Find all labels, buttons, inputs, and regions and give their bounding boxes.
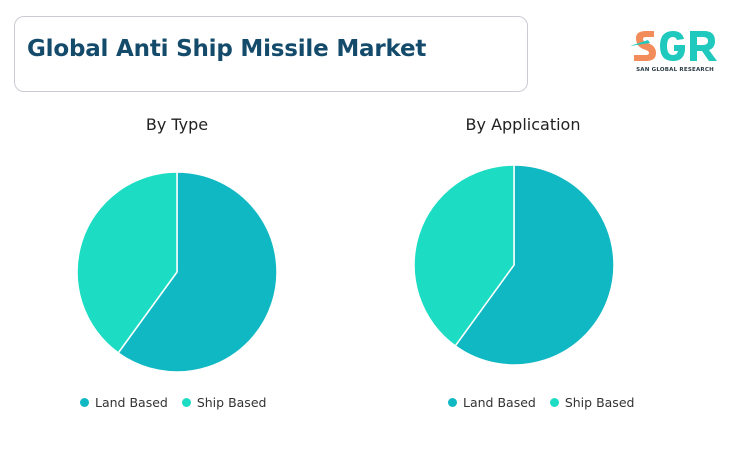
legend-item-ship-based: Ship Based (549, 395, 635, 410)
legend-label-land-based: Land Based (463, 395, 536, 410)
legend-label-ship-based: Ship Based (564, 395, 635, 410)
legend-swatch-land-based (80, 398, 89, 407)
legend-item-land-based: Land Based (448, 395, 536, 410)
logo-letter-g-shape (660, 31, 685, 61)
logo-letter-s-shape (634, 31, 656, 61)
logo-letter-r-shape (690, 31, 717, 61)
legend-label-ship-based: Ship Based (196, 395, 267, 410)
legend-swatch-ship-based (181, 398, 191, 407)
title-box: Global Anti Ship Missile Market (14, 16, 528, 92)
pie-slice-ship-based (77, 172, 178, 354)
logo-letter-s-accent (630, 40, 650, 46)
pie-chart-by-type (77, 172, 277, 372)
pie-slice-land-based (117, 172, 277, 372)
chart-title-by-application: By Application (465, 115, 581, 134)
legend-item-ship-based: Ship Based (181, 395, 267, 410)
legend-by-application: Land Based Ship Based (448, 395, 634, 410)
logo-mark (630, 31, 717, 61)
pie-slice-ship-based (414, 165, 515, 347)
pie-slice-land-based (454, 165, 614, 365)
sgr-logo: SAN GLOBAL RESEARCH (628, 26, 722, 76)
legend-by-type: Land Based Ship Based (80, 395, 266, 410)
legend-item-land-based: Land Based (80, 395, 168, 410)
chart-title-by-type: By Type (145, 115, 209, 134)
legend-label-land-based: Land Based (95, 395, 168, 410)
page-title: Global Anti Ship Missile Market (27, 36, 427, 62)
legend-swatch-land-based (448, 398, 457, 407)
pie-chart-by-application (414, 165, 614, 365)
logo-tagline: SAN GLOBAL RESEARCH (636, 67, 714, 73)
legend-swatch-ship-based (549, 398, 559, 407)
